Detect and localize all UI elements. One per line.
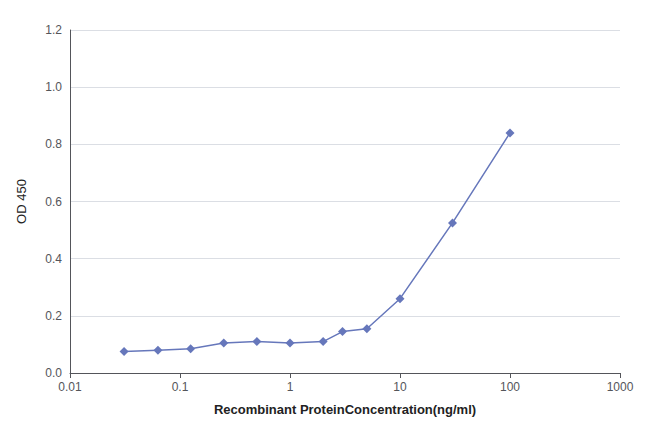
svg-text:1000: 1000 <box>607 380 634 394</box>
svg-text:OD 450: OD 450 <box>14 179 29 224</box>
svg-text:0.2: 0.2 <box>45 309 62 323</box>
svg-text:100: 100 <box>500 380 520 394</box>
svg-text:0.4: 0.4 <box>45 252 62 266</box>
svg-text:0.1: 0.1 <box>172 380 189 394</box>
svg-text:1: 1 <box>287 380 294 394</box>
svg-text:1.2: 1.2 <box>45 23 62 37</box>
svg-text:0.8: 0.8 <box>45 137 62 151</box>
svg-text:10: 10 <box>393 380 407 394</box>
svg-text:0.01: 0.01 <box>58 380 82 394</box>
svg-text:1.0: 1.0 <box>45 80 62 94</box>
svg-text:Recombinant ProteinConcentrati: Recombinant ProteinConcentration(ng/ml) <box>214 402 476 417</box>
svg-text:0.0: 0.0 <box>45 366 62 380</box>
svg-text:0.6: 0.6 <box>45 195 62 209</box>
